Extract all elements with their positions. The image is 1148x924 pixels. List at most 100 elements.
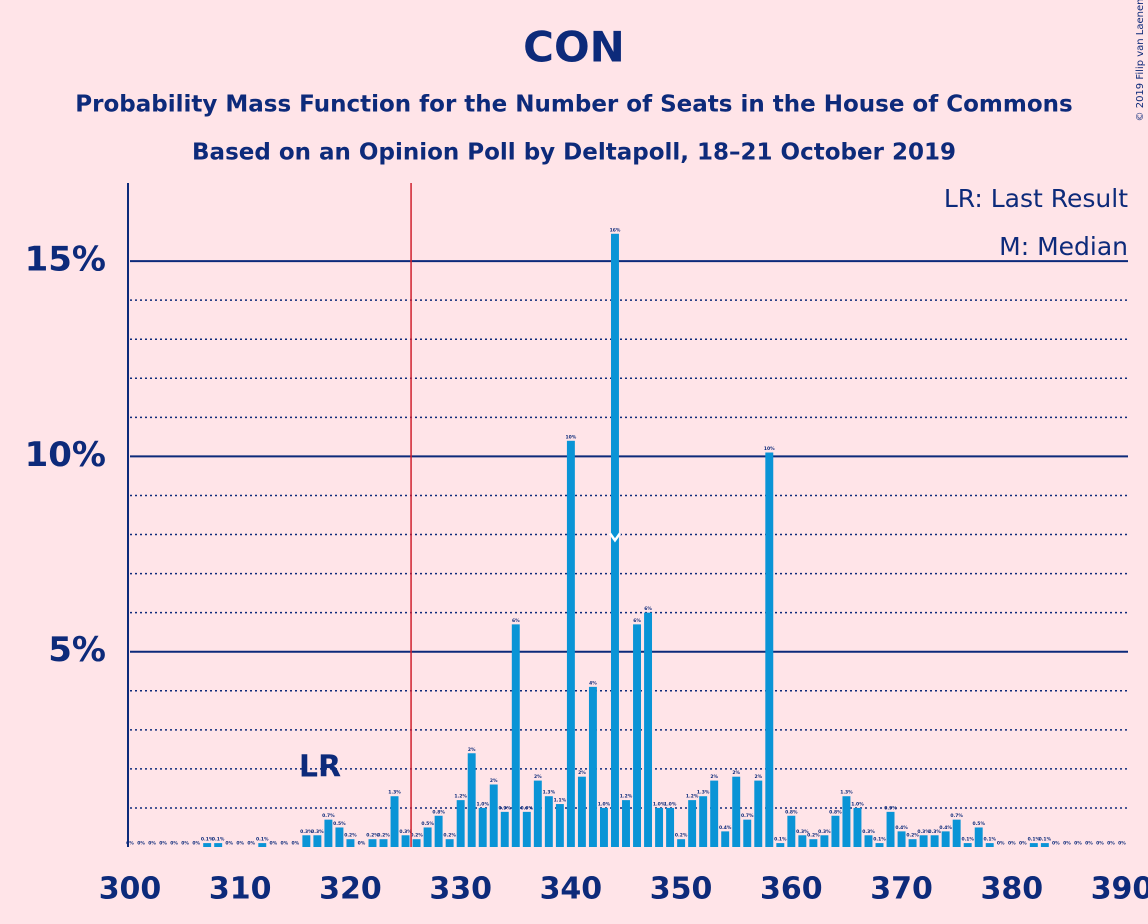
value-label: 2% — [732, 770, 740, 776]
bar — [897, 831, 906, 847]
bar — [1029, 843, 1038, 847]
value-label: 2% — [710, 774, 718, 780]
value-label: 0% — [1052, 841, 1060, 847]
value-label: 0.9% — [884, 805, 897, 811]
y-tick-label: 10% — [25, 435, 106, 475]
value-label: 2% — [468, 747, 476, 753]
bar — [666, 807, 675, 847]
chart-subtitle: Probability Mass Function for the Number… — [75, 92, 1072, 118]
bar — [699, 796, 708, 847]
value-label: 0.9% — [499, 805, 512, 811]
value-label: 0.3% — [917, 829, 930, 835]
bar — [721, 831, 730, 847]
value-label: 0% — [159, 841, 167, 847]
bar — [379, 839, 388, 847]
bar — [853, 807, 862, 847]
legend-entry: LR: Last Result — [944, 184, 1128, 213]
value-label: 2% — [534, 774, 542, 780]
bar — [710, 780, 719, 847]
x-tick-label: 340 — [540, 872, 603, 907]
bar — [688, 800, 697, 847]
value-label: 0% — [1019, 841, 1027, 847]
x-tick-label: 370 — [870, 872, 933, 907]
value-label: 0.8% — [785, 809, 798, 815]
bar — [456, 800, 465, 847]
bar — [401, 835, 410, 847]
value-label: 1.3% — [840, 790, 853, 796]
value-label: 0.2% — [377, 833, 390, 839]
bar — [930, 835, 939, 847]
x-tick-label: 350 — [650, 872, 713, 907]
bar — [732, 776, 741, 847]
value-label: 1.0% — [598, 801, 611, 807]
value-label: 0% — [137, 841, 145, 847]
value-label: 0.8% — [432, 809, 445, 815]
bar — [434, 815, 443, 847]
legend-entry: M: Median — [999, 232, 1128, 261]
value-label: 0.1% — [256, 837, 269, 843]
value-label: 0% — [170, 841, 178, 847]
value-label: 0% — [1063, 841, 1071, 847]
value-label: 0.5% — [421, 821, 434, 827]
y-tick-label: 15% — [25, 240, 106, 280]
value-label: 0% — [225, 841, 233, 847]
bar — [985, 843, 994, 847]
value-label: 0.3% — [311, 829, 324, 835]
value-label: 1.1% — [554, 798, 567, 804]
value-label: 0% — [292, 841, 300, 847]
value-label: 1.0% — [476, 801, 489, 807]
value-label: 0.8% — [829, 809, 842, 815]
value-label: 0% — [1008, 841, 1016, 847]
value-label: 6% — [633, 618, 641, 624]
bar — [511, 624, 520, 847]
bar — [886, 811, 895, 847]
chart-subtitle: Based on an Opinion Poll by Deltapoll, 1… — [192, 140, 956, 166]
bar — [919, 835, 928, 847]
value-label: 0.4% — [719, 825, 732, 831]
value-label: 1.2% — [454, 794, 467, 800]
bar — [809, 839, 818, 847]
value-label: 0% — [280, 841, 288, 847]
value-label: 0.2% — [675, 833, 688, 839]
value-label: 0.7% — [741, 813, 754, 819]
value-label: 6% — [512, 618, 520, 624]
value-label: 0.2% — [344, 833, 357, 839]
value-label: 0.2% — [906, 833, 919, 839]
value-label: 0.4% — [939, 825, 952, 831]
bar — [831, 815, 840, 847]
value-label: 0.2% — [807, 833, 820, 839]
value-label: 2% — [754, 774, 762, 780]
bar — [324, 819, 333, 847]
value-label: 0% — [181, 841, 189, 847]
x-tick-label: 330 — [429, 872, 492, 907]
value-label: 1.3% — [388, 790, 401, 796]
bar — [864, 835, 873, 847]
bar — [313, 835, 322, 847]
bar — [489, 784, 498, 847]
bar — [258, 843, 267, 847]
bar — [622, 800, 630, 847]
bar — [346, 839, 355, 847]
value-label: 0% — [1118, 841, 1126, 847]
value-label: 0.1% — [212, 837, 225, 843]
bar — [522, 811, 531, 847]
value-label: 2% — [578, 770, 586, 776]
value-label: 0% — [1107, 841, 1115, 847]
bar — [798, 835, 807, 847]
bar — [952, 819, 961, 847]
value-label: 0% — [1074, 841, 1082, 847]
bar — [566, 440, 575, 847]
value-label: 0.1% — [983, 837, 996, 843]
value-label: 1.0% — [851, 801, 864, 807]
bar — [412, 839, 421, 847]
bar — [677, 839, 686, 847]
bar — [633, 624, 641, 847]
bar — [875, 843, 884, 847]
bar — [203, 843, 212, 847]
value-label: 2% — [490, 778, 498, 784]
bar — [941, 831, 950, 847]
value-label: 1.2% — [620, 794, 633, 800]
value-label: 0.5% — [333, 821, 346, 827]
bar — [302, 835, 311, 847]
